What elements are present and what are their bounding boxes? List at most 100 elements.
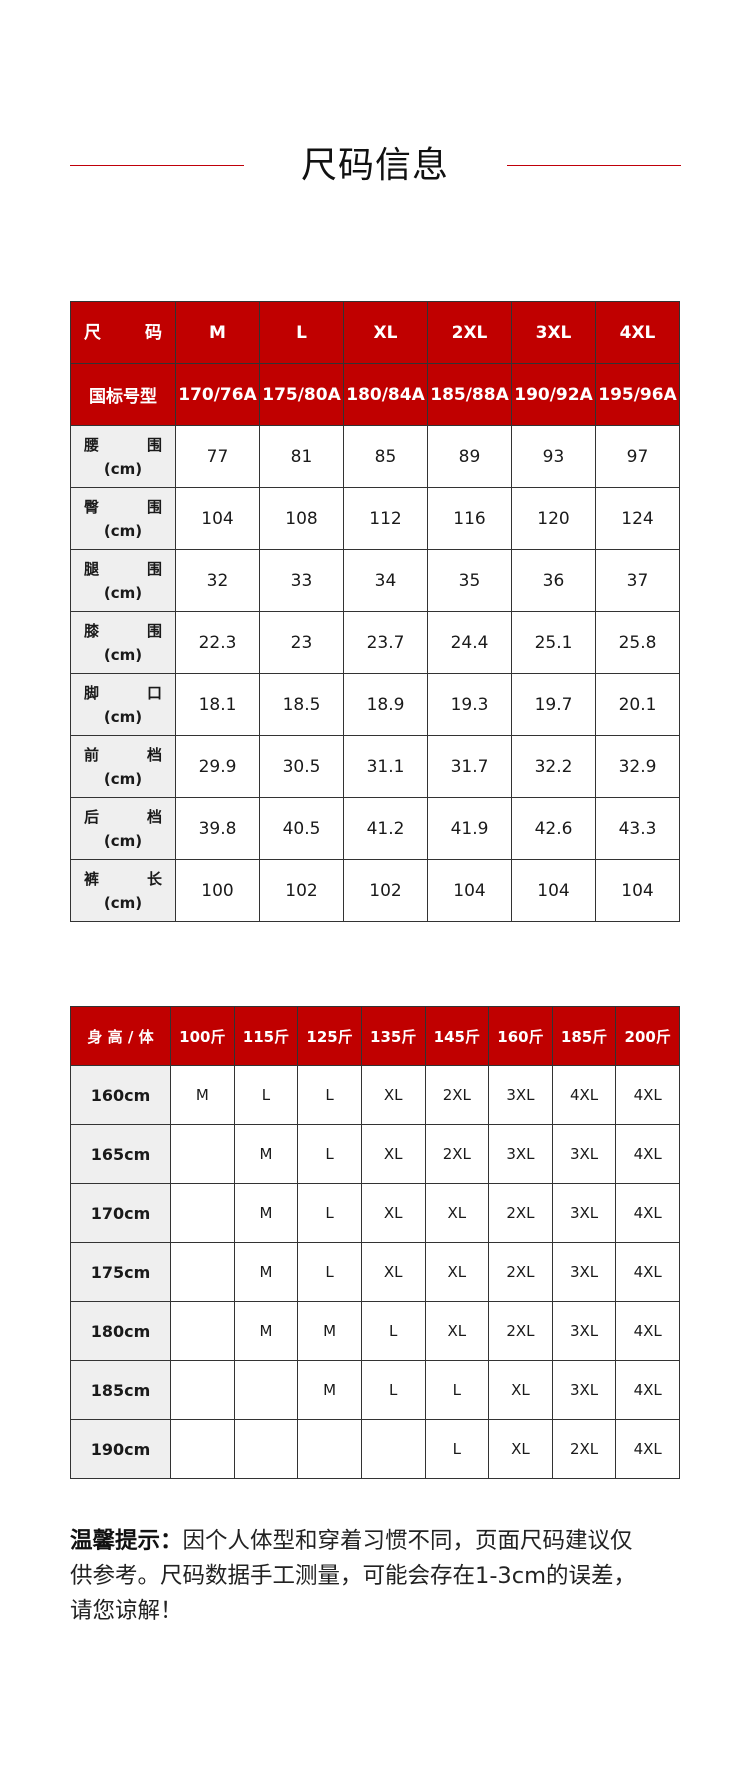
fit-size-cell <box>170 1124 235 1184</box>
fit-size-cell: L <box>360 1360 426 1420</box>
measurement-cell: 85 <box>343 425 428 488</box>
measurement-cell: 77 <box>175 425 260 488</box>
fit-size-cell: 3XL <box>551 1183 617 1243</box>
height-label: 180cm <box>70 1301 171 1361</box>
height-row: 160cm M L L XL 2XL 3XL 4XL 4XL <box>70 1065 680 1125</box>
note-prefix: 温馨提示： <box>70 1528 183 1554</box>
row-label-name: 腿围 <box>84 557 162 581</box>
measurement-cell: 102 <box>343 859 428 922</box>
title-divider-right <box>507 165 681 166</box>
measurement-cell: 124 <box>595 487 680 550</box>
size-header-cell: 3XL <box>511 301 596 364</box>
measurement-cell: 23 <box>259 611 344 674</box>
measurement-cell: 104 <box>511 859 596 922</box>
row-label-name: 尺码 <box>84 321 162 345</box>
measurement-cell: 104 <box>595 859 680 922</box>
row-label-char: 口 <box>146 683 162 702</box>
fit-size-cell: XL <box>360 1242 426 1302</box>
weight-header-cell: 200斤 <box>615 1006 680 1066</box>
row-label-unit: (cm) <box>103 521 143 540</box>
fit-size-cell: M <box>170 1065 235 1125</box>
measurement-cell: 89 <box>427 425 512 488</box>
row-label-char: 长 <box>146 869 162 888</box>
fit-size-cell: 4XL <box>615 1360 680 1420</box>
measurement-cell: 32.9 <box>595 735 680 798</box>
weight-header-row: 身 高 / 体 100斤 115斤 125斤 135斤 145斤 160斤 185斤 200斤 <box>70 1006 680 1066</box>
row-label-char: 腿 <box>84 559 100 578</box>
measurement-cell: 22.3 <box>175 611 260 674</box>
measurement-row: 膝围 (cm) 22.3 23 23.7 24.4 25.1 25.8 <box>70 611 680 674</box>
fit-size-cell: 3XL <box>488 1124 553 1184</box>
size-header-cell: L <box>259 301 344 364</box>
measurement-cell: 112 <box>343 487 428 550</box>
measurement-cell: 33 <box>259 549 344 612</box>
row-label-unit: (cm) <box>103 707 143 726</box>
weight-header-cell: 125斤 <box>297 1006 362 1066</box>
fit-size-cell: L <box>424 1360 490 1420</box>
height-row: 190cm L XL 2XL 4XL <box>70 1419 680 1479</box>
row-label-char: 前 <box>84 745 100 764</box>
fit-size-cell: 4XL <box>551 1065 617 1125</box>
height-row: 180cm M M L XL 2XL 3XL 4XL <box>70 1301 680 1361</box>
row-label-name: 脚口 <box>84 681 162 705</box>
row-label-char: 后 <box>84 807 100 826</box>
measurement-cell: 35 <box>427 549 512 612</box>
height-label: 190cm <box>70 1419 171 1479</box>
corner-label: 身 高 / 体 <box>70 1006 171 1066</box>
note-line-2: 供参考。尺码数据手工测量，可能会存在1-3cm的误差， <box>70 1563 637 1589</box>
fit-size-cell: M <box>233 1183 299 1243</box>
size-header-cell: XL <box>343 301 428 364</box>
fit-size-cell <box>233 1419 299 1479</box>
size-measurement-table: 尺码 M L XL 2XL 3XL 4XL 国标号型 170/76A 175/80A 180/84A… <box>70 301 680 922</box>
height-label: 175cm <box>70 1242 171 1302</box>
row-label-char: 臀 <box>84 497 100 516</box>
row-label: 膝围 (cm) <box>70 611 176 674</box>
note-line-3: 请您谅解！ <box>70 1598 183 1624</box>
row-label-char: 码 <box>145 322 162 343</box>
measurement-row: 腰围 (cm) 77 81 85 89 93 97 <box>70 425 680 488</box>
row-label-unit: (cm) <box>103 583 143 602</box>
fit-size-cell <box>233 1360 299 1420</box>
fit-size-cell: 4XL <box>615 1065 680 1125</box>
size-header-cell: 4XL <box>595 301 680 364</box>
fit-size-cell: 2XL <box>424 1124 490 1184</box>
measurement-cell: 104 <box>427 859 512 922</box>
measurement-cell: 19.3 <box>427 673 512 736</box>
standard-cell: 170/76A <box>175 363 260 426</box>
weight-header-cell: 115斤 <box>233 1006 299 1066</box>
measurement-cell: 30.5 <box>259 735 344 798</box>
row-label-name: 腰围 <box>84 433 162 457</box>
height-label: 170cm <box>70 1183 171 1243</box>
row-label-unit: (cm) <box>103 459 143 478</box>
height-row: 170cm M L XL XL 2XL 3XL 4XL <box>70 1183 680 1243</box>
size-header-cell: M <box>175 301 260 364</box>
measurement-cell: 20.1 <box>595 673 680 736</box>
note-line-1: 因个人体型和穿着习惯不同，页面尺码建议仅 <box>182 1528 633 1554</box>
row-label-char: 围 <box>146 497 162 516</box>
height-row: 175cm M L XL XL 2XL 3XL 4XL <box>70 1242 680 1302</box>
fit-size-cell <box>170 1242 235 1302</box>
row-label: 脚口 (cm) <box>70 673 176 736</box>
height-label: 160cm <box>70 1065 171 1125</box>
fit-size-cell: 4XL <box>615 1183 680 1243</box>
row-label-char: 腰 <box>84 435 100 454</box>
fit-size-cell: XL <box>360 1183 426 1243</box>
size-header-cell: 2XL <box>427 301 512 364</box>
fit-size-cell: XL <box>360 1065 426 1125</box>
fit-size-cell: XL <box>488 1360 553 1420</box>
row-label: 前档 (cm) <box>70 735 176 798</box>
fit-size-cell <box>170 1301 235 1361</box>
fit-size-cell <box>360 1419 426 1479</box>
measurement-cell: 97 <box>595 425 680 488</box>
measurement-cell: 18.9 <box>343 673 428 736</box>
weight-header-cell: 160斤 <box>488 1006 553 1066</box>
weight-header-cell: 135斤 <box>360 1006 426 1066</box>
fit-size-cell: 3XL <box>551 1360 617 1420</box>
title-divider-left <box>70 165 244 166</box>
measurement-cell: 40.5 <box>259 797 344 860</box>
row-label-char: 尺 <box>84 322 101 343</box>
measurement-row: 前档 (cm) 29.9 30.5 31.1 31.7 32.2 32.9 <box>70 735 680 798</box>
fit-size-cell: M <box>233 1301 299 1361</box>
row-label-unit: (cm) <box>103 831 143 850</box>
measurement-cell: 108 <box>259 487 344 550</box>
